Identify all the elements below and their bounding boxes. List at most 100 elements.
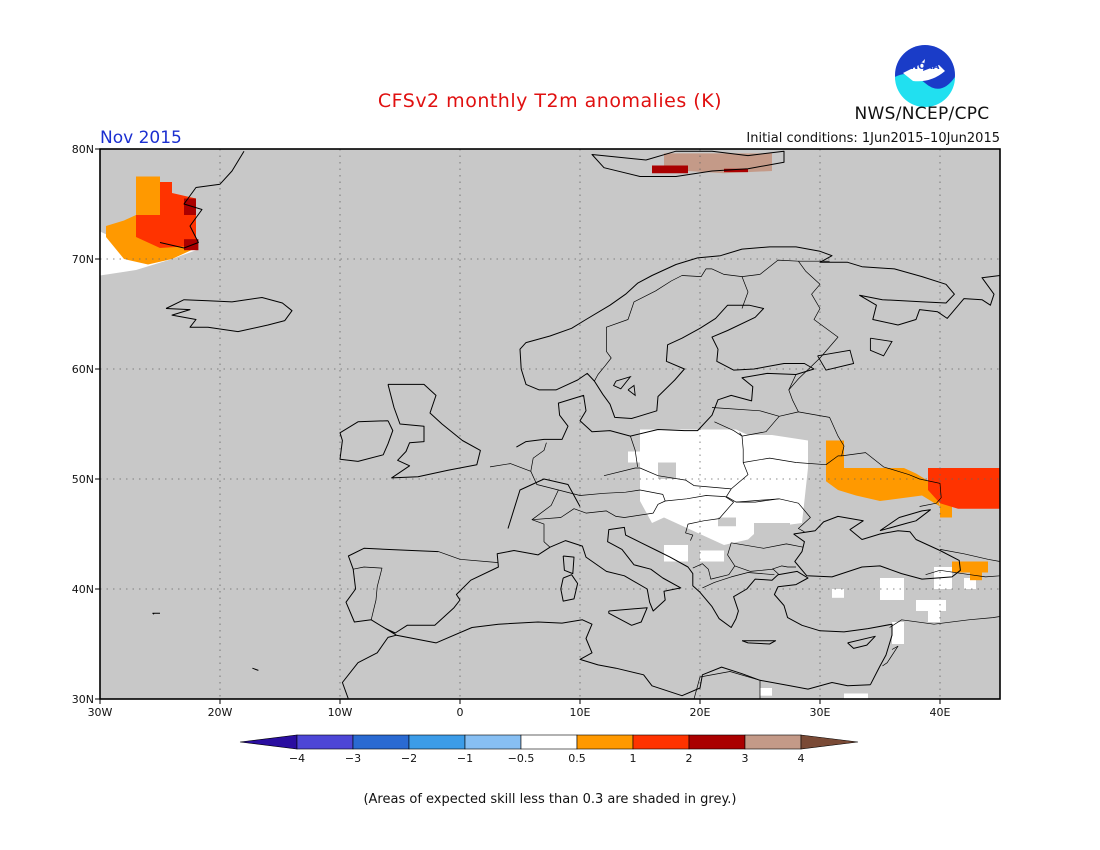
lat-tick-label-80N: 80N: [72, 143, 94, 156]
noaa-logo-wave: [895, 74, 955, 107]
anomaly-region-red-10-0: [928, 468, 1000, 509]
country-borders: [353, 259, 1000, 699]
colorbar-bin-8: [688, 734, 746, 750]
lat-tick-label-50N: 50N: [72, 473, 94, 486]
colorbar-bin-7: [632, 734, 690, 750]
coastline-0: [159, 150, 245, 249]
border-23: [771, 565, 796, 570]
lon-tick-label-0: 0: [457, 706, 464, 719]
map-figure: 30W 20W 10W 0 10E 20E 30E 40E 30N 40N 50N 60N 70N 80…: [72, 143, 1001, 765]
border-9: [735, 498, 780, 503]
anomaly-region-white-8-2: [700, 550, 724, 562]
coastline-3: [339, 420, 394, 462]
colorbar-label-7: 2: [686, 752, 693, 765]
colorbar-label-8: 3: [742, 752, 749, 765]
anomaly-region-white-8-11: [928, 611, 940, 622]
border-22: [741, 276, 749, 309]
anomaly-region-white-8-5: [964, 578, 976, 589]
chart-title: CFSv2 monthly T2m anomalies (K): [377, 90, 723, 112]
anomaly-region-orange-9-0: [826, 440, 940, 507]
colorbar-label-0: −4: [289, 752, 305, 765]
lon-tick-label-20W: 20W: [208, 706, 233, 719]
colorbar-label-3: −1: [457, 752, 473, 765]
lake-outline-2: [612, 375, 632, 390]
border-11: [731, 542, 804, 549]
coastline-6: [516, 246, 1000, 448]
border-0: [438, 551, 499, 563]
lon-tick-label-10W: 10W: [328, 706, 353, 719]
colorbar-label-2: −2: [401, 752, 417, 765]
border-20: [788, 260, 839, 391]
colorbar-bin-9: [744, 734, 802, 750]
forecast-month: Nov 2015: [100, 128, 182, 148]
anomaly-region-tan-4-0: [664, 153, 772, 174]
border-5: [558, 489, 666, 502]
border-10: [692, 542, 736, 580]
noaa-logo: NOAA: [895, 45, 955, 107]
anomaly-region-white-8-7: [892, 622, 904, 644]
coastline-19: [252, 667, 259, 671]
colorbar-bin-3: [408, 734, 466, 750]
coastline-12: [741, 640, 777, 645]
colorbar-bin-5: [520, 734, 578, 750]
border-13: [702, 572, 775, 589]
coastline-15: [879, 509, 931, 532]
anomaly-region-darkred-3-0: [184, 198, 196, 215]
coastline-14: [793, 515, 961, 580]
coastline-18: [262, 716, 268, 718]
noaa-logo-text: NOAA: [911, 62, 940, 72]
border-29: [693, 671, 761, 699]
anomaly-region-white-8-8: [916, 600, 946, 611]
lon-tick-label-40E: 40E: [930, 706, 951, 719]
lake-outline-1: [869, 337, 893, 357]
longitude-ticks: 30W 20W 10W 0 10E 20E 30E 40E: [88, 699, 951, 719]
border-2: [489, 463, 559, 548]
border-15: [711, 407, 780, 417]
skill-note: (Areas of expected skill less than 0.3 a…: [363, 792, 737, 807]
noaa-logo-bird: [903, 59, 945, 82]
anomaly-region-grey-7-2: [718, 517, 736, 527]
coastline-13: [847, 635, 876, 649]
coastline-2: [387, 383, 481, 479]
lat-tick-label-60N: 60N: [72, 363, 94, 376]
colorbar: −4 −3 −2 −1 −0.5 0.5 1 2 3 4: [239, 734, 859, 765]
colorbar-arrow-right: [800, 734, 859, 750]
anomaly-regions: [100, 153, 1000, 699]
anomaly-region-darkred-3-1: [184, 239, 199, 251]
border-25: [925, 569, 1000, 578]
lat-tick-label-40N: 40N: [72, 583, 94, 596]
anomaly-region-red-2-0: [136, 182, 196, 248]
anomaly-region-white-8-9: [760, 688, 772, 696]
agency-label: NWS/NCEP/CPC: [854, 104, 990, 124]
coastline-8: [507, 478, 581, 529]
coastline-4: [345, 526, 893, 685]
colorbar-label-1: −3: [345, 752, 361, 765]
border-3: [531, 495, 734, 541]
anomaly-region-white-8-0: [628, 451, 640, 463]
border-19: [798, 411, 845, 456]
lat-tick-label-30N: 30N: [72, 693, 94, 706]
colorbar-bin-4: [464, 734, 522, 750]
lat-tick-label-70N: 70N: [72, 253, 94, 266]
border-24: [889, 616, 1000, 628]
colorbar-bin-2: [352, 734, 410, 750]
border-4: [530, 442, 547, 472]
border-7: [630, 435, 638, 467]
coastline-9: [560, 574, 579, 602]
border-12: [734, 565, 780, 575]
border-18: [841, 452, 942, 507]
border-16: [714, 421, 743, 437]
anomaly-region-white-8-10: [844, 693, 868, 699]
colorbar-arrow-left: [239, 734, 298, 750]
border-26: [939, 549, 1000, 562]
anomaly-region-grey-7-0: [754, 523, 790, 534]
map-frame: [99, 148, 1001, 700]
border-28: [882, 645, 899, 667]
border-6: [603, 432, 749, 490]
anomaly-region-white-8-3: [880, 578, 904, 600]
map-background: [100, 149, 1000, 699]
lon-tick-label-30W: 30W: [88, 706, 113, 719]
latitude-ticks: 30N 40N 50N 60N 70N 80N: [72, 143, 100, 706]
lake-outline-0: [817, 349, 855, 371]
border-1: [353, 566, 383, 620]
